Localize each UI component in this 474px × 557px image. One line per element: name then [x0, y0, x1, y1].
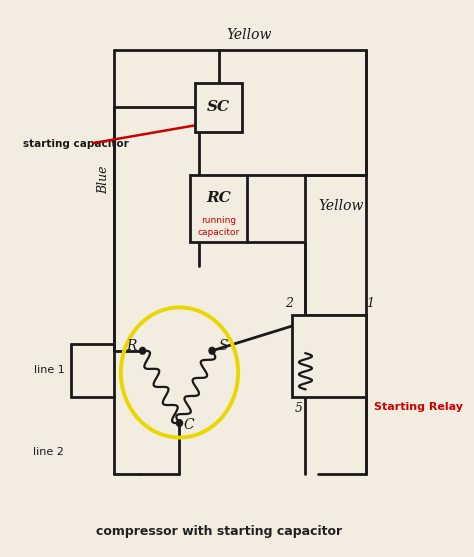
Bar — [292, 315, 366, 397]
Text: Yellow: Yellow — [319, 199, 364, 213]
Text: C: C — [184, 418, 194, 432]
Text: 1: 1 — [366, 297, 374, 310]
Text: SC: SC — [207, 100, 230, 114]
Text: capacitor: capacitor — [198, 228, 240, 237]
Text: 2: 2 — [285, 297, 293, 310]
Text: R: R — [127, 339, 137, 353]
Text: running: running — [201, 216, 236, 225]
Text: S: S — [218, 339, 228, 353]
Bar — [191, 175, 247, 242]
Text: Yellow: Yellow — [226, 28, 272, 42]
Text: compressor with starting capacitor: compressor with starting capacitor — [96, 525, 342, 538]
Text: 5: 5 — [295, 402, 303, 416]
Bar — [195, 84, 243, 131]
Text: RC: RC — [206, 192, 231, 206]
Circle shape — [209, 348, 215, 354]
Text: line 2: line 2 — [34, 447, 64, 457]
Text: Blue: Blue — [97, 165, 110, 194]
Circle shape — [139, 348, 146, 354]
Text: line 1: line 1 — [34, 365, 64, 375]
Text: starting capacitor: starting capacitor — [23, 139, 129, 149]
Circle shape — [176, 420, 182, 427]
Text: Starting Relay: Starting Relay — [374, 402, 463, 412]
